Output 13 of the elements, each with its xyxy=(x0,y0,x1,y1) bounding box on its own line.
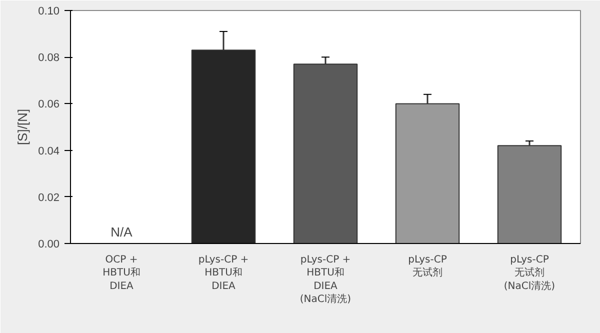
y-tick-label: 0.10 xyxy=(38,6,60,18)
x-tick-label: pLys-CP 无试剂 (NaCl清洗) xyxy=(504,254,556,292)
y-tick-label: 0.08 xyxy=(38,52,60,64)
x-tick-label: OCP + HBTU和 DIEA xyxy=(102,254,140,292)
x-tick-label: pLys-CP + HBTU和 DIEA xyxy=(198,254,249,292)
x-tick-label: pLys-CP + HBTU和 DIEA (NaCl清洗) xyxy=(300,254,352,306)
y-tick-label: 0.02 xyxy=(38,192,60,204)
y-axis-title: [S]/[N] xyxy=(15,108,30,146)
y-tick-label: 0.00 xyxy=(38,238,60,250)
y-tick-label: 0.04 xyxy=(38,145,60,158)
y-tick-label: 0.06 xyxy=(38,98,60,111)
x-tick-label: pLys-CP 无试剂 xyxy=(408,254,447,279)
annotation: N/A xyxy=(110,224,133,240)
